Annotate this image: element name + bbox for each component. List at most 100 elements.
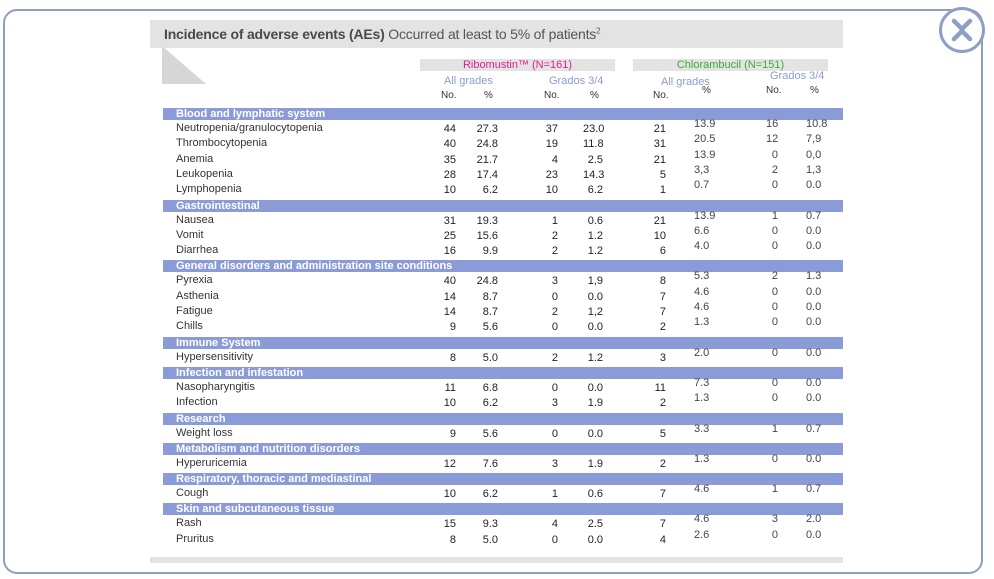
table-row: Neutropenia/granulocytopenia 44 27.3 37 23.0… [0, 118, 994, 137]
cell-value: 1.2 [587, 229, 603, 242]
cell-value: 6.2 [482, 488, 498, 501]
category-header: Skin and subcutaneous tissue [163, 503, 843, 516]
cell-value: 1 [771, 209, 778, 222]
cell-value: 24.8 [476, 138, 498, 151]
table-row: Lymphopenia 10 6.2 10 6.2 1 0.7 0 0.0 [0, 179, 994, 198]
row-label: Cough [176, 487, 209, 500]
cell-value: 0.0 [806, 392, 822, 405]
table-row: Vomit 25 15.6 2 1.2 10 6.6 0 0.0 [0, 225, 994, 244]
close-button[interactable] [939, 7, 985, 53]
row-label: Neutropenia/granulocytopenia [176, 122, 323, 134]
cell-value: 1.2 [587, 351, 603, 364]
cell-value: 15.6 [476, 229, 498, 242]
cell-value: 0.7 [806, 209, 822, 222]
row-label: Chills [176, 320, 203, 333]
table-row: Rash 15 9.3 4 2.5 7 4.6 3 2.0 [0, 513, 994, 532]
cell-value: 0 [771, 346, 778, 359]
cell-value: 5 [659, 168, 666, 181]
cell-value: 17.4 [476, 168, 498, 181]
chlorambucil-group-header: Chlorambucil (N=151) [633, 59, 828, 71]
table-row: Leukopenia 28 17.4 23 14.3 5 3,3 2 1,3 [0, 164, 994, 183]
col-header-pct: % [484, 90, 493, 101]
table-row: Chills 9 5.6 0 0.0 2 1.3 0 0.0 [0, 316, 994, 335]
cell-value: 2.6 [694, 528, 710, 541]
col-header-pct: % [590, 90, 599, 101]
cell-value: 6 [659, 245, 666, 258]
table-row: Asthenia 14 8.7 0 0.0 7 4.6 0 0.0 [0, 286, 994, 305]
row-label: Asthenia [176, 289, 219, 302]
cell-value: 7,9 [806, 133, 822, 146]
page-title: Incidence of adverse events (AEs) Occurr… [164, 26, 601, 42]
category-header: Respiratory, thoracic and mediastinal [163, 473, 843, 486]
cell-value: 19 [545, 138, 558, 151]
cell-value: 1 [771, 422, 778, 435]
cell-value: 8 [449, 351, 456, 364]
cell-value: 12 [443, 457, 456, 470]
cell-value: 11.8 [583, 138, 604, 151]
cell-value: 2 [659, 457, 666, 470]
row-label: Nasopharyngitis [176, 380, 255, 393]
cell-value: 5.6 [482, 427, 498, 440]
table-row: Anemia 35 21.7 4 2.5 21 13.9 0 0,0 [0, 149, 994, 168]
ribo-grades34-header: Grados 3/4 [549, 75, 604, 87]
cell-value: 9.3 [482, 518, 498, 531]
cell-value: 4 [551, 518, 558, 531]
cell-value: 0 [771, 528, 778, 541]
cell-value: 23 [545, 168, 558, 181]
table-row: Thrombocytopenia 40 24.8 19 11.8 31 20.5 12 7,9 [0, 133, 994, 152]
cell-value: 0.0 [806, 285, 822, 298]
ribo-all-grades-header: All grades [444, 75, 493, 87]
cell-value: 8.7 [482, 290, 498, 303]
cell-value: 0 [551, 533, 558, 546]
cell-value: 25 [443, 229, 456, 242]
cell-value: 6.6 [694, 224, 710, 237]
cell-value: 1.3 [694, 452, 710, 465]
ribomustin-group-header: Ribomustin™ (N=161) [420, 59, 615, 71]
cell-value: 15 [443, 518, 456, 531]
cell-value: 4.6 [694, 513, 710, 526]
cell-value: 7 [659, 290, 666, 303]
cell-value: 20.5 [694, 133, 716, 146]
row-label: Vomit [176, 228, 204, 241]
cell-value: 0.0 [806, 376, 822, 389]
cell-value: 1.9 [587, 397, 603, 410]
cell-value: 2 [551, 351, 558, 364]
row-label: Weight loss [176, 426, 233, 439]
cell-value: 0 [771, 240, 778, 253]
cell-value: 40 [443, 138, 456, 151]
cell-value: 2.5 [587, 153, 603, 166]
row-label: Pruritus [176, 532, 214, 545]
title-notch [162, 46, 206, 84]
cell-value: 5.6 [482, 321, 498, 334]
cell-value: 0 [771, 301, 778, 313]
cell-value: 0 [771, 316, 778, 329]
cell-value: 9.9 [482, 245, 498, 258]
table-row: Nausea 31 19.3 1 0.6 21 13.9 1 0.7 [0, 210, 994, 229]
cell-value: 24.8 [476, 275, 498, 288]
cell-value: 4.6 [694, 483, 710, 496]
table-row: Diarrhea 16 9.9 2 1.2 6 4.0 0 0.0 [0, 240, 994, 259]
cell-value: 31 [653, 138, 666, 151]
cell-value: 0.0 [587, 290, 603, 303]
cell-value: 0.0 [806, 452, 822, 465]
cell-value: 0.0 [587, 427, 603, 440]
col-header-no: No. [441, 90, 457, 101]
cell-value: 0.0 [806, 528, 822, 541]
cell-value: 7.3 [694, 376, 710, 389]
cell-value: 13.9 [694, 118, 716, 130]
cell-value: 27.3 [476, 123, 498, 135]
cell-value: 3,3 [694, 163, 710, 176]
category-header: Gastrointestinal [163, 199, 843, 212]
cell-value: 21.7 [476, 153, 498, 166]
cell-value: 0 [771, 376, 778, 389]
cell-value: 12 [766, 133, 779, 146]
chlor-grades34-header: Grados 3/4 [770, 70, 825, 82]
table-row: Infection 10 6.2 3 1.9 2 1.3 0 0.0 [0, 392, 994, 411]
cell-value: 1,9 [587, 275, 603, 288]
cell-value: 2 [771, 270, 778, 283]
category-header: Metabolism and nutrition disorders [163, 442, 843, 455]
cell-value: 37 [545, 123, 558, 135]
row-label: Lymphopenia [176, 183, 242, 196]
row-label: Hypersensitivity [176, 350, 254, 363]
cell-value: 10 [443, 488, 456, 501]
